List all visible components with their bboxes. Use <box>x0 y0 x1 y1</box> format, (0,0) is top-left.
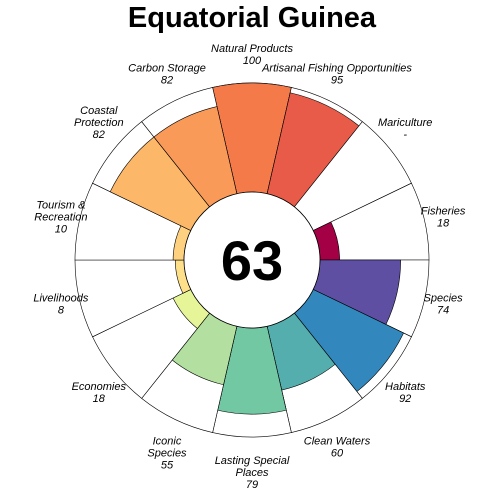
goal-name-label: Artisanal Fishing Opportunities <box>261 62 412 74</box>
center-score: 63 <box>221 229 283 292</box>
goal-label: Natural Products 100 <box>211 43 293 67</box>
goal-score-label: 82 <box>93 129 105 141</box>
goal-name-label: Protection <box>74 117 124 129</box>
goal-name-label: Economies <box>72 381 127 393</box>
goal-score-label: 79 <box>246 479 258 491</box>
goal-score-label: 55 <box>161 460 174 472</box>
center-circle <box>183 191 321 329</box>
goal-label: Artisanal Fishing Opportunities 95 <box>261 62 412 86</box>
goal-label: Lasting Special Places 79 <box>215 455 290 491</box>
goal-score-label: 82 <box>161 74 173 86</box>
goal-score-label: 95 <box>331 74 344 86</box>
goal-label: Species 74 <box>424 293 464 317</box>
goal-name-label: Livelihoods <box>33 293 89 305</box>
goal-score-label: 92 <box>399 393 411 405</box>
goal-score-label: 74 <box>437 305 449 317</box>
goal-name-label: Recreation <box>34 211 87 223</box>
goal-label: Tourism & Recreation 10 <box>34 199 87 235</box>
goal-label: Economies 18 <box>72 381 127 405</box>
goal-label: Clean Waters 60 <box>304 436 371 460</box>
goal-score-label: 60 <box>331 448 344 460</box>
goal-name-label: Lasting Special <box>215 455 290 467</box>
goal-name-label: Clean Waters <box>304 436 371 448</box>
goal-name-label: Coastal <box>80 105 118 117</box>
goal-label: Iconic Species 55 <box>147 436 187 472</box>
goal-name-label: Carbon Storage <box>128 62 206 74</box>
goal-name-label: Natural Products <box>211 43 293 55</box>
goal-name-label: Species <box>424 293 464 305</box>
goal-label: Fisheries 18 <box>421 205 466 229</box>
goal-name-label: Places <box>235 467 269 479</box>
goal-name-label: Mariculture <box>378 117 432 129</box>
goal-name-label: Tourism & <box>36 199 85 211</box>
goal-name-label: Species <box>147 448 187 460</box>
goal-score-label: 18 <box>437 217 450 229</box>
goal-name-label: Habitats <box>385 381 426 393</box>
chart-title: Equatorial Guinea <box>128 2 377 34</box>
goal-label: Carbon Storage 82 <box>128 62 206 86</box>
goal-label: Habitats 92 <box>385 381 426 405</box>
petal-layer <box>74 82 430 438</box>
goal-label: Coastal Protection 82 <box>74 105 124 141</box>
goal-label: Mariculture - <box>378 117 432 141</box>
goal-score-label: 10 <box>55 223 68 235</box>
goal-name-label: Fisheries <box>421 205 466 217</box>
goal-label: Livelihoods 8 <box>33 293 89 317</box>
goal-score-label: - <box>403 129 407 141</box>
goal-score-label: 8 <box>58 305 65 317</box>
goal-name-label: Iconic <box>153 436 182 448</box>
goal-score-label: 18 <box>93 393 106 405</box>
goal-score-label: 100 <box>243 55 262 67</box>
